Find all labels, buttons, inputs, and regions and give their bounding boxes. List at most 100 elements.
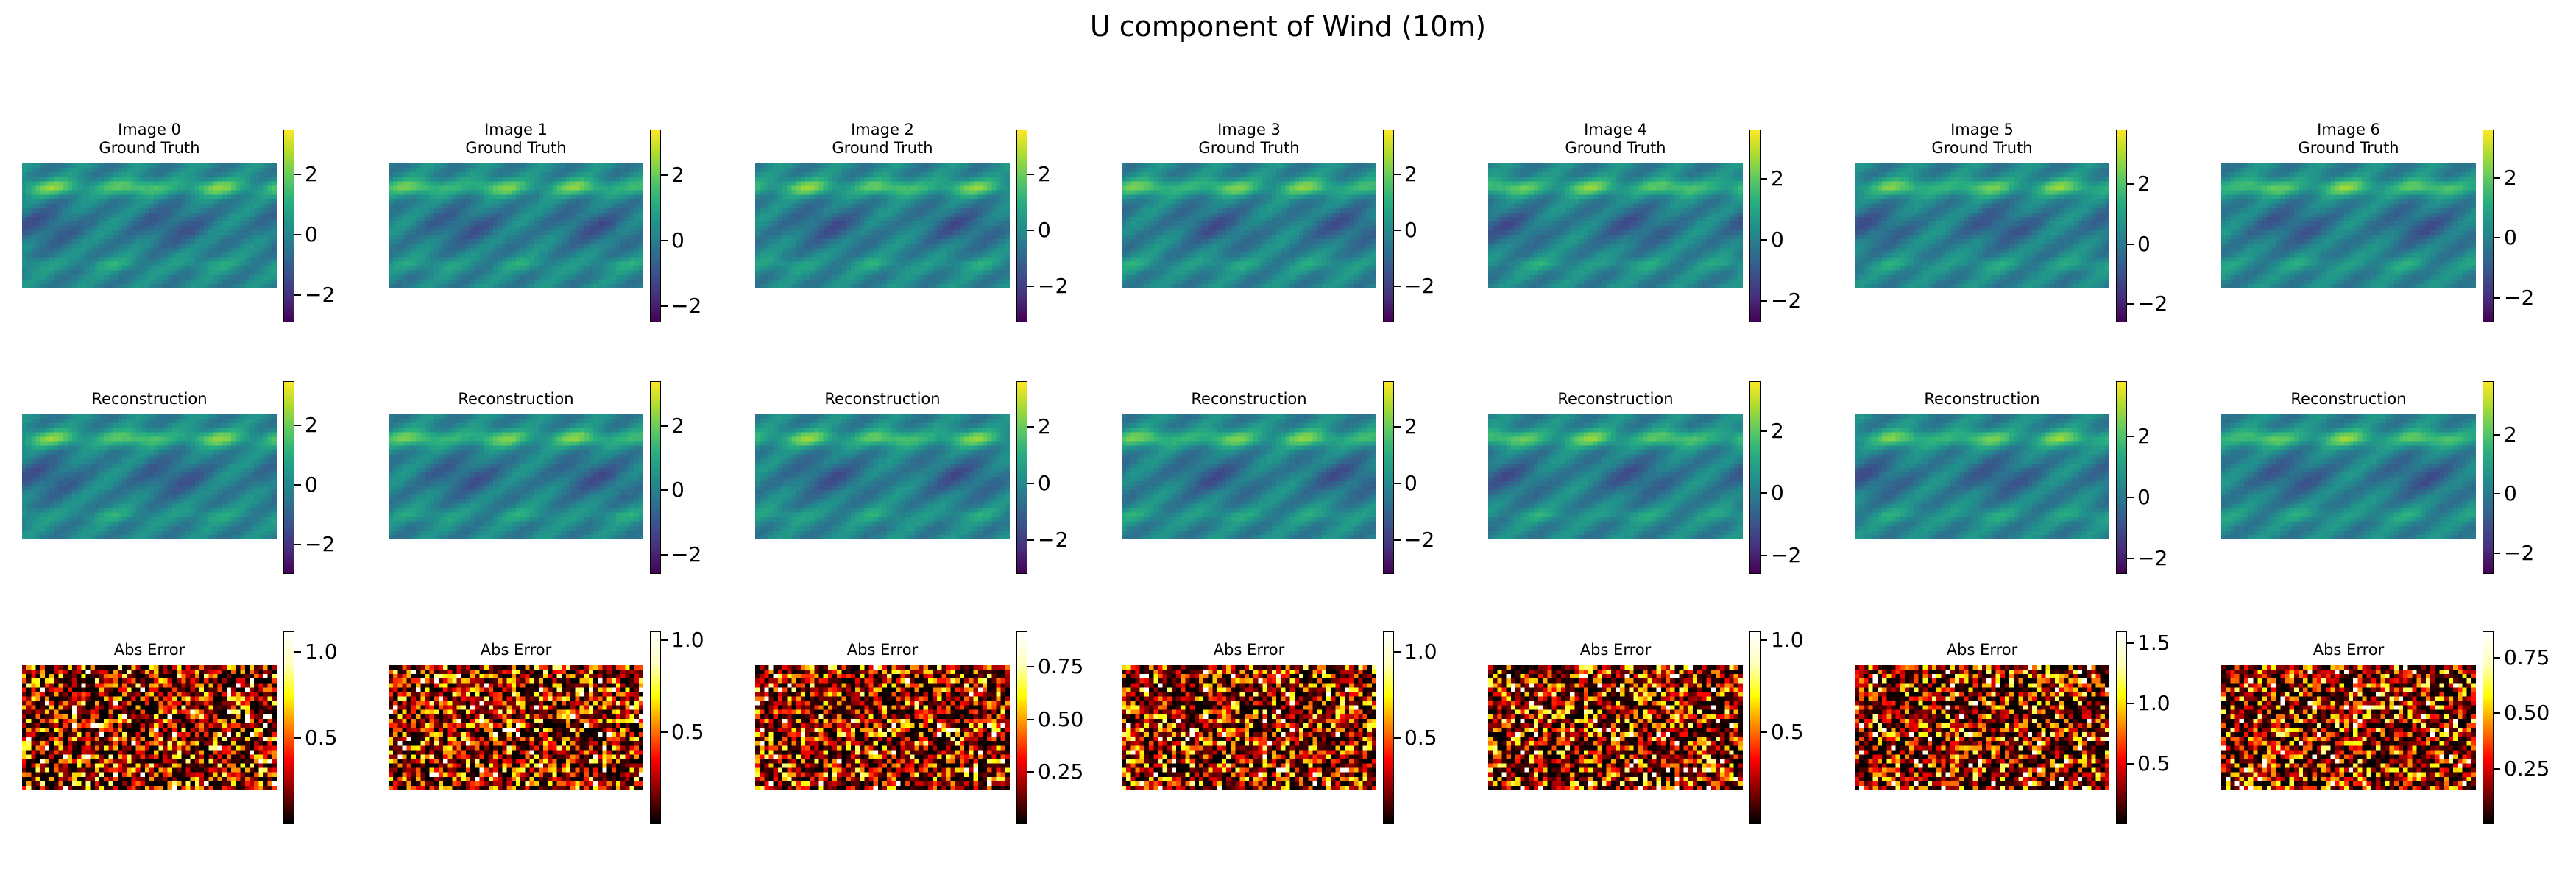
colorbar bbox=[2116, 631, 2127, 824]
colorbar-tick bbox=[2127, 435, 2134, 437]
colorbar-tick bbox=[1027, 482, 1034, 484]
colorbar-tick-label: 0.25 bbox=[2504, 758, 2550, 779]
colorbar-tick bbox=[1394, 173, 1401, 175]
heatmap-image bbox=[2221, 414, 2476, 539]
colorbar-tick bbox=[1027, 173, 1034, 175]
panel-title-line: Abs Error bbox=[1855, 641, 2109, 659]
heatmap-image bbox=[22, 414, 277, 539]
colorbar-tick-label: −2 bbox=[1771, 290, 1801, 311]
colorbar-tick-label: 2 bbox=[1038, 163, 1051, 185]
panel-title-line: Abs Error bbox=[1488, 641, 1743, 659]
colorbar-tick bbox=[1761, 731, 1767, 734]
panel-title: Abs Error bbox=[755, 641, 1010, 659]
panel-title-line: Ground Truth bbox=[1488, 139, 1743, 157]
panel-title-line: Abs Error bbox=[1122, 641, 1376, 659]
colorbar-tick-label: 0.50 bbox=[1038, 709, 1083, 730]
heatmap-image bbox=[1122, 163, 1376, 288]
figure-title: U component of Wind (10m) bbox=[0, 10, 2576, 43]
panel-title: Abs Error bbox=[1855, 641, 2109, 659]
colorbar bbox=[2483, 130, 2494, 322]
colorbar-tick-label: 0 bbox=[2137, 487, 2151, 508]
heatmap-image bbox=[1855, 414, 2109, 539]
colorbar-tick bbox=[2127, 303, 2134, 305]
panel-title: Image 2 Ground Truth bbox=[755, 121, 1010, 157]
colorbar-tick bbox=[2127, 642, 2134, 645]
panel-title-line: Ground Truth bbox=[1855, 139, 2109, 157]
colorbar-tick-label: −2 bbox=[305, 285, 335, 305]
panel-title-line: Ground Truth bbox=[755, 139, 1010, 157]
heatmap-cells bbox=[389, 665, 643, 790]
panel-title-line: Image 1 bbox=[389, 121, 643, 139]
heatmap-image bbox=[389, 414, 643, 539]
panel-title-line: Ground Truth bbox=[389, 139, 643, 157]
colorbar-tick-label: −2 bbox=[305, 533, 335, 555]
colorbar-tick-label: 1.0 bbox=[1771, 630, 1804, 650]
colorbar-tick-label: 0.5 bbox=[1404, 728, 1437, 748]
panel-title: Abs Error bbox=[1122, 641, 1376, 659]
colorbar-tick bbox=[294, 234, 301, 236]
colorbar-tick-label: −2 bbox=[671, 544, 701, 565]
heatmap-cells bbox=[1122, 414, 1376, 539]
colorbar-tick-label: −2 bbox=[1404, 275, 1434, 297]
colorbar-tick-label: 0 bbox=[2504, 483, 2517, 504]
heatmap-image bbox=[1488, 665, 1743, 790]
colorbar-tick-label: 0 bbox=[305, 224, 318, 245]
colorbar-tick bbox=[294, 174, 301, 176]
panel-title-line: Image 0 bbox=[22, 121, 277, 139]
panel-title: Reconstruction bbox=[1855, 390, 2109, 408]
heatmap-image bbox=[1488, 163, 1743, 288]
colorbar bbox=[1749, 631, 1761, 824]
colorbar-tick-label: 0 bbox=[671, 230, 684, 251]
colorbar-tick-label: 0.5 bbox=[305, 728, 338, 748]
colorbar bbox=[650, 130, 661, 322]
panel-title: Reconstruction bbox=[1488, 390, 1743, 408]
panel-title-line: Abs Error bbox=[389, 641, 643, 659]
colorbar bbox=[1749, 130, 1761, 322]
colorbar-tick bbox=[661, 174, 668, 177]
colorbar-tick-label: 2 bbox=[2137, 173, 2151, 194]
heatmap-image bbox=[22, 163, 277, 288]
colorbar bbox=[2116, 381, 2127, 574]
colorbar-tick bbox=[661, 489, 668, 492]
colorbar-tick bbox=[661, 731, 668, 734]
heatmap-cells bbox=[22, 414, 277, 539]
heatmap-image bbox=[1122, 414, 1376, 539]
panel-title-line: Ground Truth bbox=[1122, 139, 1376, 157]
colorbar-tick bbox=[2494, 297, 2500, 299]
colorbar-tick-label: 0 bbox=[1771, 483, 1784, 503]
colorbar-tick bbox=[1027, 718, 1034, 720]
colorbar-tick bbox=[661, 305, 668, 307]
colorbar-tick bbox=[1394, 539, 1401, 541]
colorbar-tick bbox=[2494, 712, 2500, 714]
colorbar bbox=[1383, 130, 1394, 322]
colorbar-tick-label: 0.5 bbox=[671, 722, 704, 742]
colorbar-tick bbox=[1761, 299, 1767, 302]
heatmap-image bbox=[1488, 414, 1743, 539]
colorbar-tick-label: 0 bbox=[1038, 472, 1051, 494]
panel-title: Image 5 Ground Truth bbox=[1855, 121, 2109, 157]
colorbar-tick bbox=[1394, 285, 1401, 287]
colorbar bbox=[283, 381, 294, 574]
colorbar-tick bbox=[1761, 492, 1767, 494]
heatmap-cells bbox=[2221, 163, 2476, 288]
colorbar-tick-label: 2 bbox=[1771, 420, 1784, 442]
panel-title-line: Image 6 bbox=[2221, 121, 2476, 139]
colorbar-tick bbox=[1394, 737, 1401, 740]
colorbar-tick bbox=[294, 651, 301, 653]
colorbar-tick-label: 2 bbox=[1404, 416, 1418, 437]
heatmap-cells bbox=[22, 163, 277, 288]
colorbar-tick bbox=[1761, 177, 1767, 180]
colorbar-tick bbox=[1027, 285, 1034, 287]
colorbar-tick-label: 0.5 bbox=[2137, 753, 2170, 774]
colorbar-tick-label: 0.25 bbox=[1038, 761, 1083, 782]
colorbar-tick bbox=[1027, 666, 1034, 668]
colorbar-tick bbox=[2494, 552, 2500, 554]
heatmap-image bbox=[389, 163, 643, 288]
colorbar-tick-label: 0.75 bbox=[2504, 648, 2550, 668]
colorbar-tick bbox=[2494, 493, 2500, 495]
heatmap-cells bbox=[2221, 665, 2476, 790]
colorbar-tick-label: 0 bbox=[1404, 472, 1418, 494]
heatmap-image bbox=[2221, 163, 2476, 288]
colorbar-tick bbox=[2494, 657, 2500, 659]
colorbar-tick-label: 0 bbox=[671, 480, 684, 500]
